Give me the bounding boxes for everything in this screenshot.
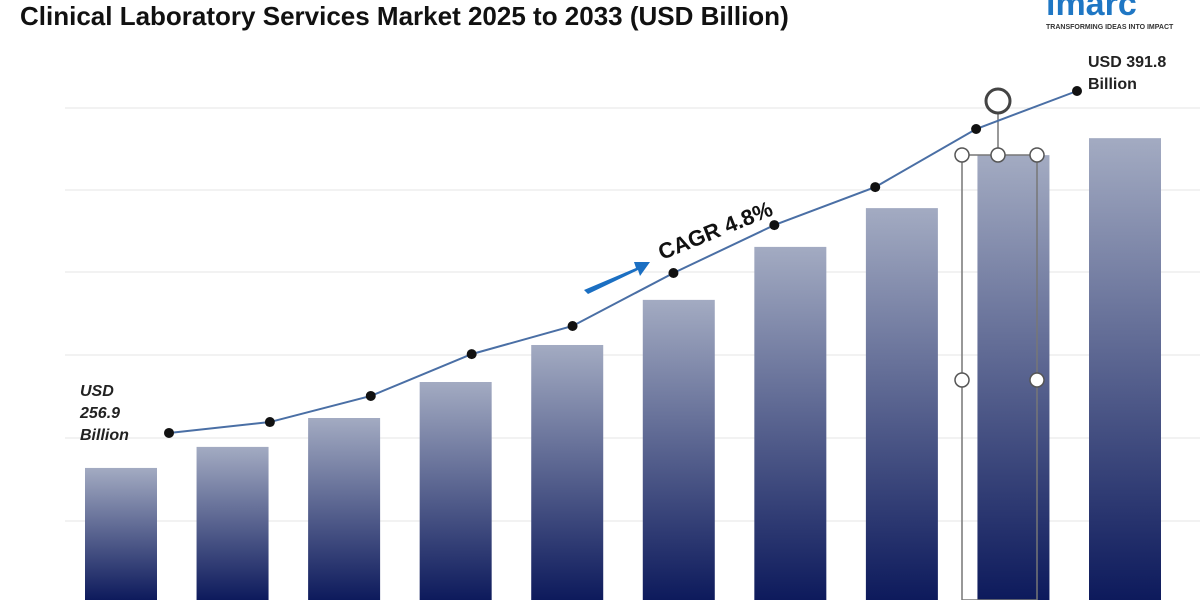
start-label: 256.9 bbox=[79, 405, 120, 422]
bars bbox=[85, 138, 1161, 600]
marker bbox=[971, 124, 982, 135]
marker bbox=[769, 220, 780, 231]
bar bbox=[419, 382, 492, 600]
start-label: USD bbox=[80, 383, 114, 400]
bar bbox=[1089, 138, 1161, 600]
bar bbox=[308, 417, 381, 600]
end-label: USD 391.8 bbox=[1088, 54, 1166, 71]
bar bbox=[196, 446, 269, 600]
handle[interactable] bbox=[1029, 147, 1045, 163]
line-series bbox=[164, 86, 1082, 438]
annotations: USD 256.9 Billion USD 391.8 Billion bbox=[79, 54, 1166, 444]
handle[interactable] bbox=[1029, 372, 1045, 388]
handle[interactable] bbox=[954, 372, 970, 388]
rotate-handle[interactable] bbox=[984, 87, 1012, 115]
end-label: Billion bbox=[1088, 76, 1137, 93]
bar bbox=[85, 467, 157, 600]
marker bbox=[668, 268, 679, 279]
cagr-arrow bbox=[584, 262, 650, 294]
selection-handles bbox=[954, 87, 1045, 600]
bar bbox=[642, 299, 715, 600]
marker bbox=[1072, 86, 1082, 97]
line bbox=[168, 90, 1078, 434]
bar bbox=[531, 344, 604, 600]
marker bbox=[466, 349, 477, 360]
marker bbox=[870, 182, 881, 193]
logo-tagline: TRANSFORMING IDEAS INTO IMPACT bbox=[1046, 24, 1174, 31]
handle[interactable] bbox=[954, 147, 970, 163]
marker bbox=[164, 427, 174, 438]
start-label: Billion bbox=[80, 427, 129, 444]
marker bbox=[264, 417, 275, 428]
marker bbox=[365, 390, 376, 401]
bar bbox=[865, 208, 938, 600]
chart-title: Clinical Laboratory Services Market 2025… bbox=[20, 1, 789, 31]
marker bbox=[567, 320, 578, 331]
logo: imarc bbox=[1046, 0, 1137, 23]
bar bbox=[754, 246, 827, 600]
handle[interactable] bbox=[990, 147, 1006, 163]
